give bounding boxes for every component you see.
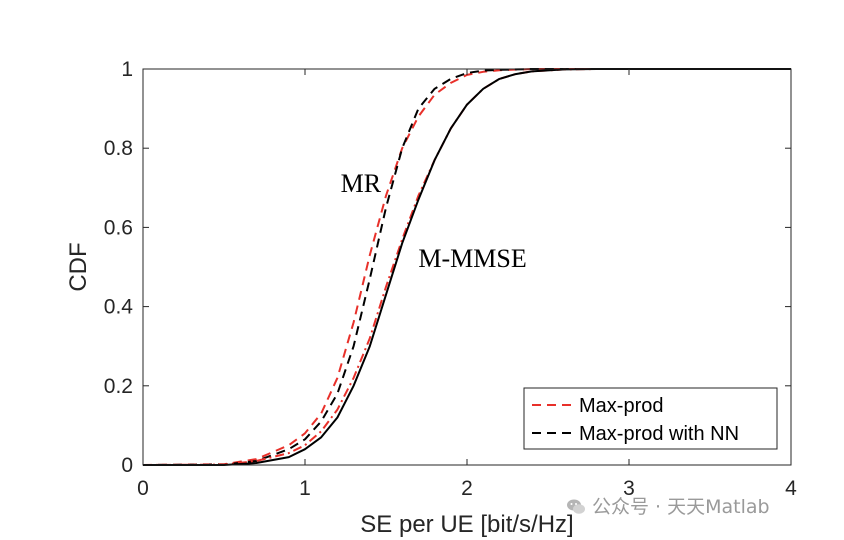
x-tick-label: 1 xyxy=(299,477,311,500)
series-line-mr-0 xyxy=(142,68,791,466)
legend-label-max-prod: Max-prod xyxy=(579,395,663,417)
y-tick-label: 0.6 xyxy=(104,216,133,239)
y-tick-label: 0 xyxy=(121,454,133,477)
wechat-icon xyxy=(567,499,585,514)
watermark: 公众号 · 天天Matlab xyxy=(566,492,770,519)
ticks-layer: 0 1 2 3 4 0 0.2 0.4 0.6 0.8 1 xyxy=(104,58,797,500)
annotation-m-mmse: M-MMSE xyxy=(418,244,526,273)
x-tick-label: 3 xyxy=(623,477,635,500)
y-tick-label: 0.4 xyxy=(104,296,134,319)
x-tick-label: 4 xyxy=(785,477,797,500)
series-line-m-mmse-3 xyxy=(143,68,791,466)
x-axis-label: SE per UE [bit/s/Hz] xyxy=(360,511,573,538)
legend: Max-prod Max-prod with NN xyxy=(523,387,778,450)
watermark-text: 公众号 · 天天Matlab xyxy=(592,496,770,518)
x-tick-label: 2 xyxy=(461,477,473,500)
legend-box xyxy=(523,387,778,450)
annotation-layer: MR M-MMSE xyxy=(341,169,527,273)
y-axis-label: CDF xyxy=(65,242,92,291)
y-tick-label: 0.8 xyxy=(104,137,133,160)
series-layer xyxy=(142,68,791,466)
y-tick-label: 0.2 xyxy=(104,375,133,398)
y-tick-label: 1 xyxy=(121,58,133,81)
x-tick-label: 0 xyxy=(137,477,149,500)
legend-label-max-prod-nn: Max-prod with NN xyxy=(579,423,739,445)
annotation-mr: MR xyxy=(341,169,382,198)
